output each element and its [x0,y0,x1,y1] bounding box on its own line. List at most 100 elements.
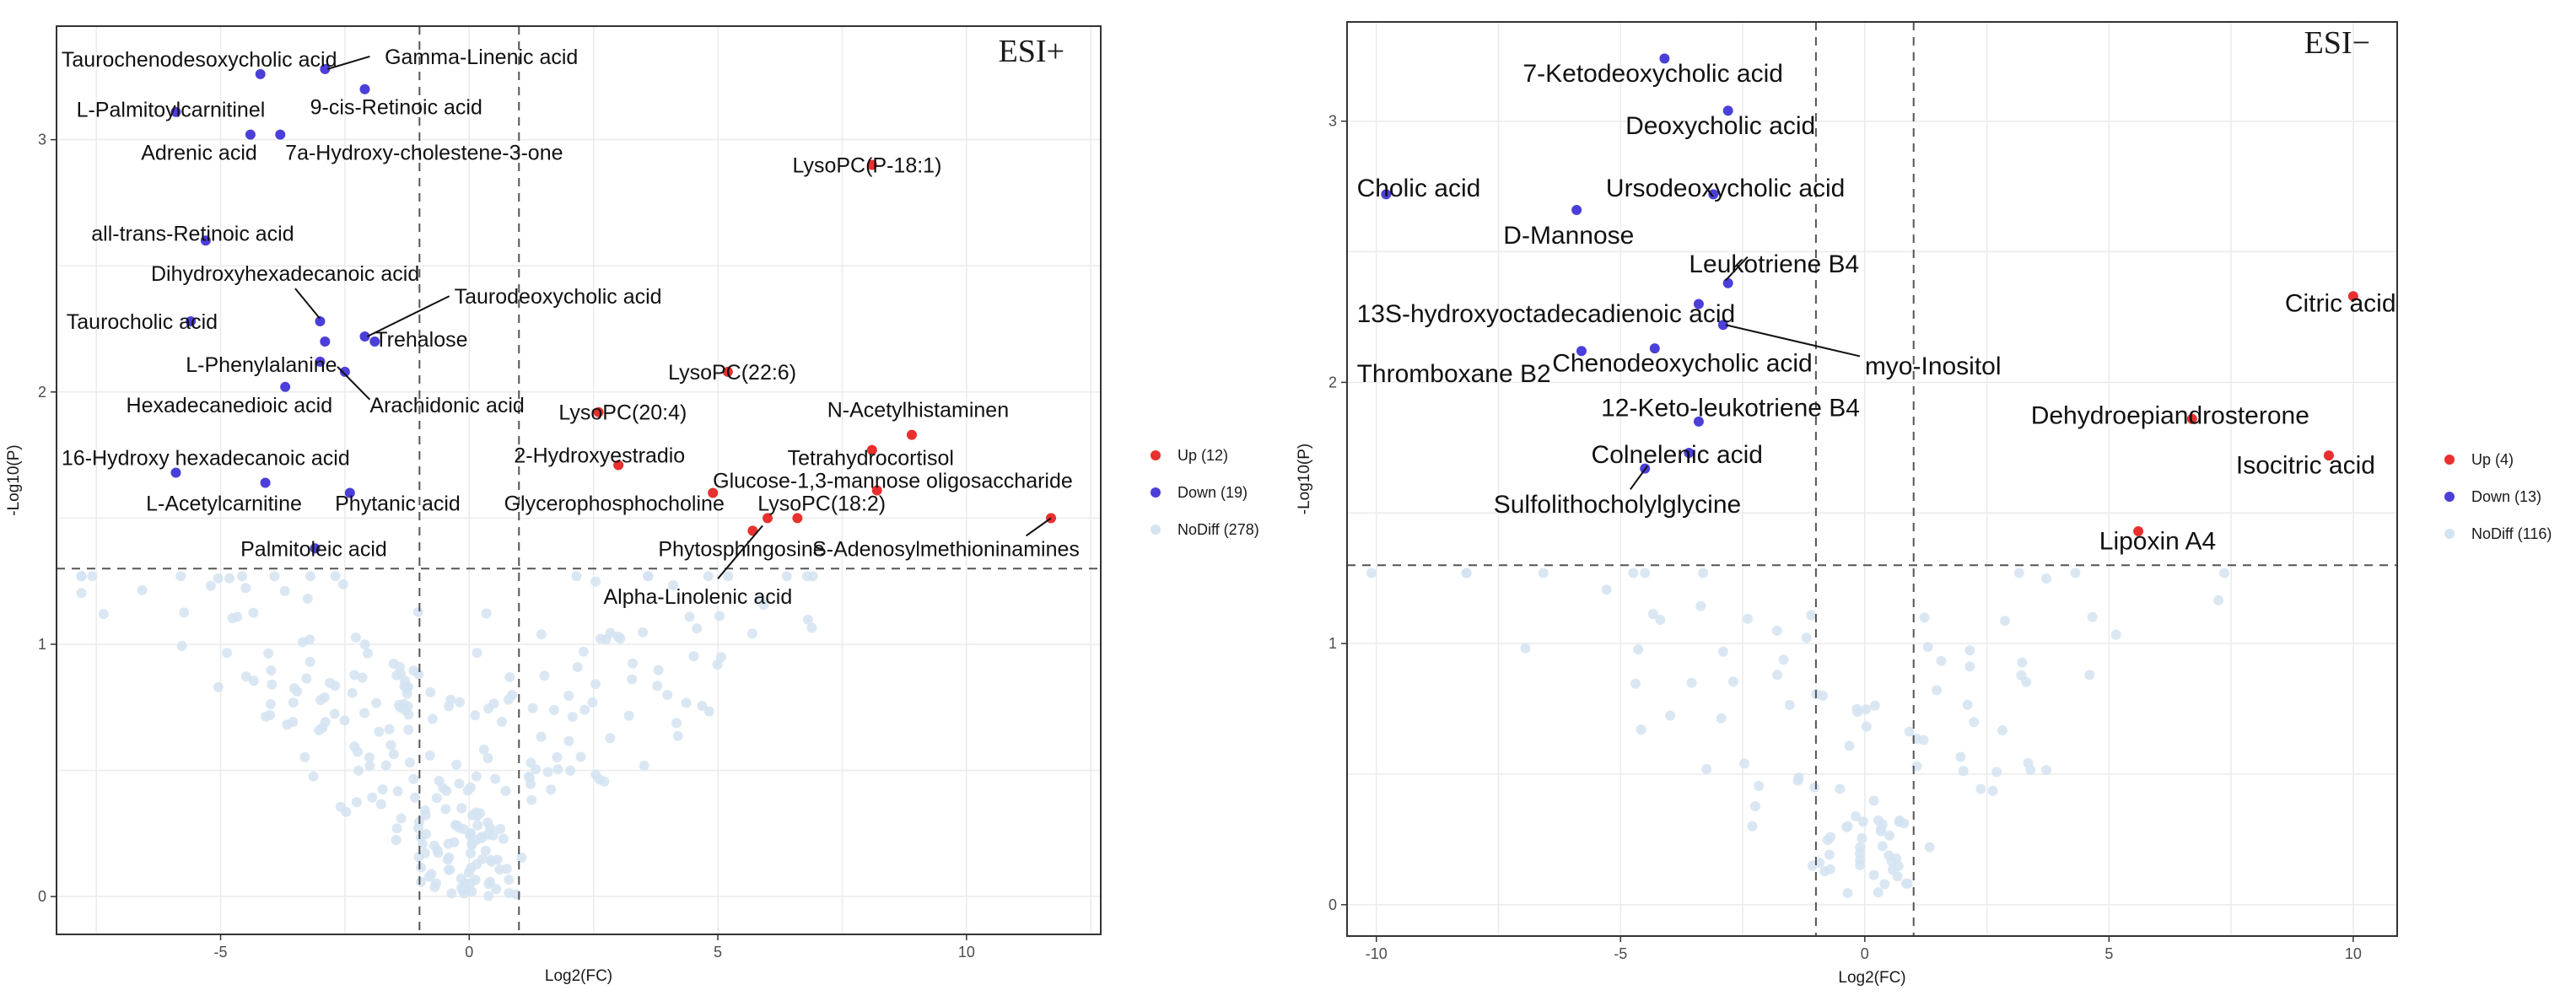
point-nodiff [1818,691,1829,702]
point-nodiff [364,752,375,763]
point-down [1722,277,1733,288]
point-nodiff [526,794,537,805]
point-nodiff [1835,783,1846,794]
point-nodiff [304,634,315,645]
label-leader-line [337,366,371,401]
point-nodiff [643,571,654,582]
point-nodiff [746,628,757,639]
point-nodiff [2017,657,2028,668]
point-nodiff [1892,871,1903,882]
point-nodiff [572,662,583,672]
point-nodiff [444,701,455,712]
point-nodiff [269,571,280,582]
point-nodiff [380,760,391,771]
point-nodiff [304,656,315,667]
point-nodiff [240,671,251,682]
point-nodiff [525,757,536,768]
point-nodiff [477,853,488,864]
point-nodiff [292,686,303,697]
plot-border [56,25,1102,935]
point-nodiff [420,810,431,821]
point-label: Glucose-1,3-mannose oligosaccharide [713,470,1073,493]
point-nodiff [552,752,563,762]
point-nodiff [1997,725,2007,736]
point-label: Leukotriene B4 [1689,250,1859,278]
point-nodiff [2087,611,2098,622]
point-nodiff [703,571,714,582]
point-nodiff [279,585,290,596]
point-down [245,129,256,140]
point-up [866,159,877,170]
point-up [2133,525,2144,536]
point-nodiff [179,607,190,618]
point-nodiff [1842,888,1853,898]
point-nodiff [433,848,444,858]
point-label: Hexadecanedioic acid [127,394,333,417]
plot-border [1346,21,2398,937]
point-nodiff [248,607,259,618]
point-nodiff [2016,670,2027,681]
point-nodiff [498,833,509,844]
point-nodiff [1844,740,1855,751]
point-nodiff [1936,655,1947,666]
point-nodiff [1825,831,1836,842]
point-nodiff [424,750,435,761]
point-nodiff [507,690,518,701]
point-label: L-Palmitoylcarnitinel [77,99,266,122]
point-label: 12-Keto-leukotriene B4 [1601,394,1860,422]
point-nodiff [175,571,186,582]
point-label: Taurochenodesoxycholic acid [62,48,337,72]
point-nodiff [412,606,423,617]
point-down [1381,189,1392,200]
point-nodiff [445,864,455,875]
point-nodiff [466,886,477,897]
plot-area [1347,22,2397,936]
point-nodiff [359,708,369,718]
point-nodiff [1861,721,1872,732]
x-axis-label: Log2(FC) [1838,969,1905,987]
point-nodiff [1868,795,1879,806]
point-nodiff [466,863,477,873]
axis-ticks: -5 0 5 10 0 1 2 3 [38,132,975,961]
point-nodiff [288,717,299,727]
point-nodiff [563,691,574,701]
point-label: Dihydroxyhexadecanoic acid [151,262,419,286]
point-down [260,477,271,488]
significant-points [1381,53,2358,536]
point-nodiff [399,704,410,715]
point-nodiff [1824,864,1835,875]
x-tick-label: -5 [1614,945,1627,962]
point-labels: 7-Ketodeoxycholic acid Deoxycholic acid Ch… [1357,60,2396,555]
label-leader-line [1025,517,1052,537]
point-nodiff [482,753,493,763]
point-nodiff [1366,568,1377,579]
point-up [866,444,877,455]
point-nodiff [357,672,368,683]
point-nodiff [486,856,497,867]
point-up [2186,413,2197,424]
point-nodiff [516,853,527,863]
point-nodiff [1743,613,1754,624]
point-down [1659,53,1670,64]
point-nodiff [392,786,403,797]
point-nodiff [374,726,385,737]
point-nodiff [371,697,382,708]
point-nodiff [1894,815,1905,826]
point-label: Adrenic acid [141,142,257,165]
point-nodiff [1991,767,2002,778]
point-nodiff [703,706,714,717]
point-nodiff [662,690,673,700]
point-nodiff [267,679,278,690]
legend-label-up: Up (4) [2471,451,2514,468]
point-nodiff [565,765,576,776]
point-nodiff [692,623,703,634]
point-label: N-Acetylhistaminen [827,399,1009,422]
point-nodiff [1686,677,1697,688]
point-nodiff [438,783,449,794]
point-nodiff [456,883,467,894]
point-nodiff [176,641,187,651]
point-nodiff [308,771,319,782]
point-nodiff [1922,642,1933,653]
x-tick-label: 5 [714,944,722,961]
point-nodiff [266,665,277,675]
